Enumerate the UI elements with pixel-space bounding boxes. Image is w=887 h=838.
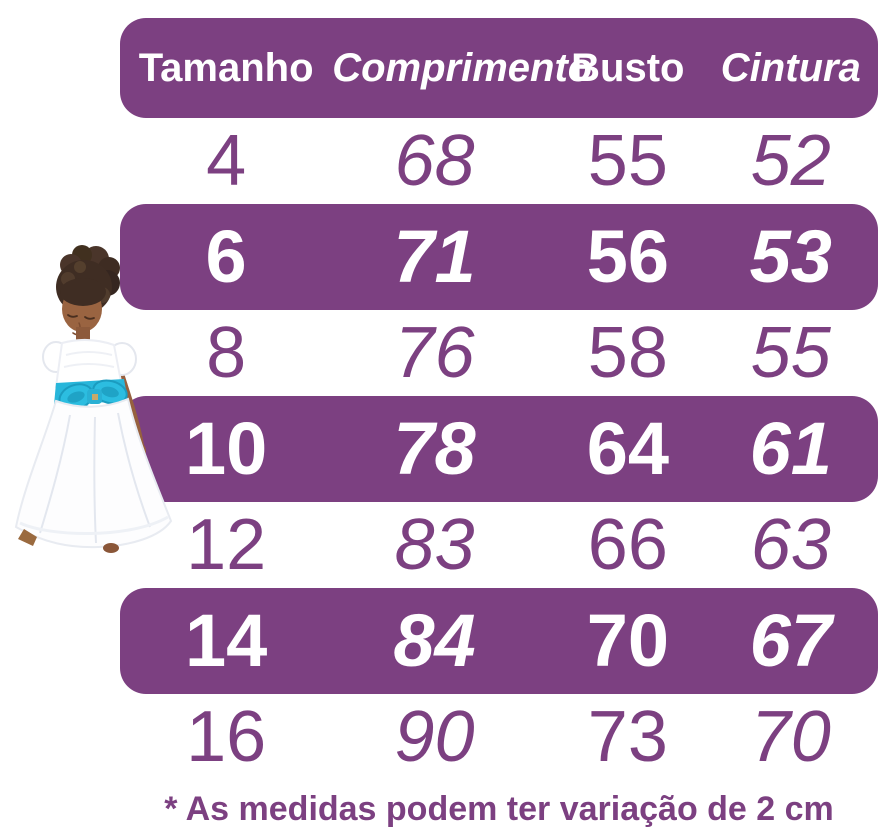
- cell-tamanho-8: 8: [206, 313, 247, 393]
- size-row-16: 16 90 73 70: [120, 694, 878, 780]
- column-header-tamanho: Tamanho: [138, 46, 314, 90]
- cell-tamanho-4: 4: [206, 121, 247, 201]
- cell-tamanho-14: 14: [184, 599, 268, 682]
- face: [60, 278, 106, 345]
- shoe: [18, 529, 37, 546]
- footnote: * As medidas podem ter variação de 2 cm: [164, 790, 834, 828]
- cell-cintura-8: 55: [750, 313, 831, 393]
- cell-comprimento-6: 71: [393, 215, 476, 298]
- cell-comprimento-14: 84: [393, 599, 476, 682]
- cell-busto-16: 73: [587, 697, 668, 777]
- cell-comprimento-16: 90: [394, 697, 475, 777]
- size-table: Tamanho Comprimento Busto Cintura 4 68 55 5…: [120, 18, 878, 829]
- dress-bodice: [42, 339, 137, 393]
- size-row-4: 4 68 55 52: [120, 118, 878, 204]
- cell-cintura-14: 67: [749, 599, 832, 682]
- cell-tamanho-16: 16: [186, 697, 267, 777]
- cell-comprimento-10: 78: [393, 407, 476, 490]
- cell-cintura-12: 63: [750, 505, 831, 585]
- cell-tamanho-12: 12: [186, 505, 267, 585]
- cell-cintura-4: 52: [750, 121, 831, 201]
- cell-busto-4: 55: [587, 121, 668, 201]
- table-body: 4 68 55 52 6 71 56 53 8 76 58 55 10 78 64 61 12 83 66 63 14 8…: [120, 118, 878, 780]
- cell-cintura-16: 70: [750, 697, 831, 777]
- cell-busto-10: 64: [586, 407, 669, 490]
- size-row-6: 6 71 56 53: [120, 204, 878, 310]
- dress-skirt: [14, 397, 173, 549]
- cell-busto-6: 56: [586, 215, 669, 298]
- size-row-14: 14 84 70 67: [120, 588, 878, 694]
- column-header-cintura: Cintura: [720, 46, 861, 90]
- cell-cintura-6: 53: [749, 215, 832, 298]
- cell-tamanho-6: 6: [205, 215, 247, 298]
- size-row-8: 8 76 58 55: [120, 310, 878, 396]
- size-row-12: 12 83 66 63: [120, 502, 878, 588]
- cell-busto-14: 70: [586, 599, 669, 682]
- column-header-comprimento: Comprimento: [332, 46, 593, 90]
- column-header-busto: Busto: [571, 46, 685, 90]
- size-row-10: 10 78 64 61: [120, 396, 878, 502]
- foot: [103, 543, 119, 553]
- cell-comprimento-8: 76: [394, 313, 475, 393]
- table-header: Tamanho Comprimento Busto Cintura: [120, 18, 878, 118]
- cell-tamanho-10: 10: [184, 407, 268, 490]
- cell-comprimento-12: 83: [394, 505, 475, 585]
- cell-busto-8: 58: [587, 313, 668, 393]
- girl-photo: [14, 245, 173, 553]
- cell-comprimento-4: 68: [394, 121, 475, 201]
- cell-busto-12: 66: [587, 505, 668, 585]
- cell-cintura-10: 61: [749, 407, 832, 490]
